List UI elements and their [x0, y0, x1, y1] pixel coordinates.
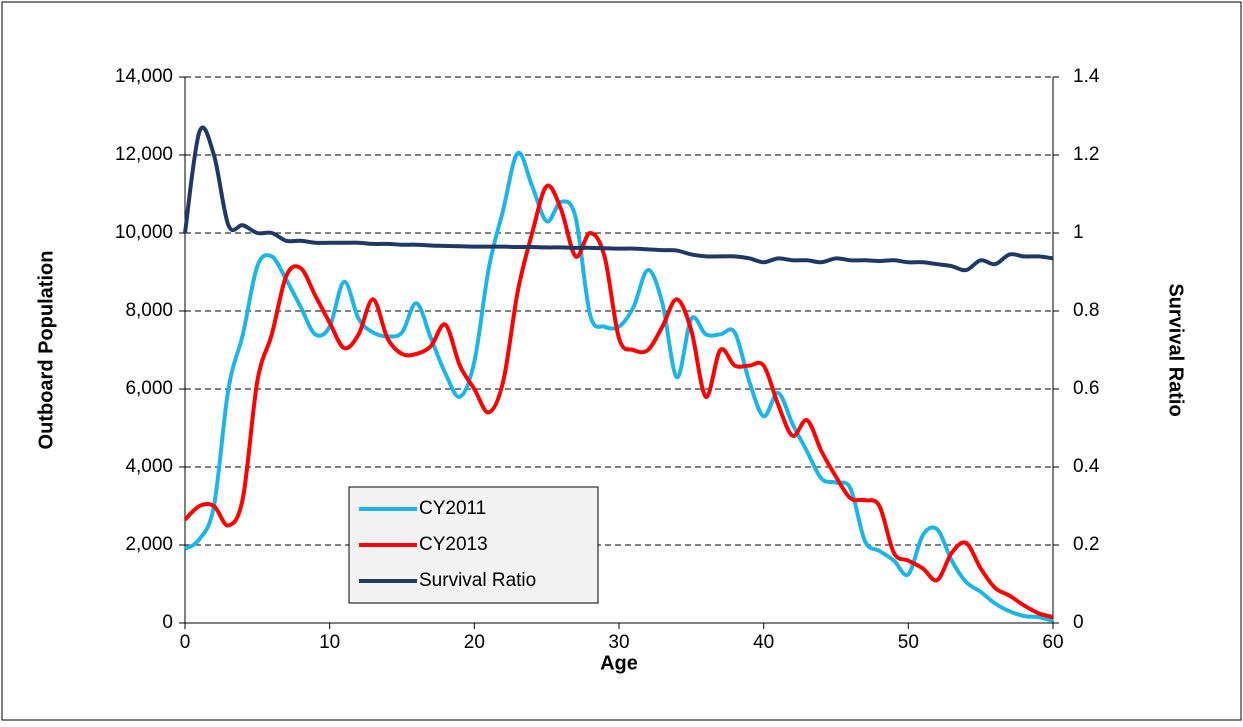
- y-axis-label: Outboard Population: [35, 251, 57, 450]
- y-tick-label: 8,000: [125, 300, 173, 321]
- y-tick-label: 2,000: [125, 534, 173, 555]
- legend-label: CY2011: [419, 498, 486, 519]
- y2-axis-label: Survival Ratio: [1165, 283, 1187, 416]
- y-tick-label: 6,000: [125, 378, 173, 399]
- legend-label: Survival Ratio: [419, 570, 536, 591]
- x-tick-label: 10: [319, 632, 340, 653]
- x-axis-label: Age: [600, 652, 638, 674]
- y2-tick-label: 0.8: [1073, 300, 1099, 321]
- legend-label: CY2013: [419, 534, 488, 555]
- y-tick-label: 14,000: [115, 66, 173, 87]
- series-line: [183, 125, 1054, 273]
- y2-tick-label: 0.4: [1073, 456, 1100, 477]
- x-tick-label: 40: [753, 632, 774, 653]
- series-line: [183, 183, 1054, 620]
- y2-tick-label: 1: [1073, 222, 1084, 243]
- y-tick-label: 0: [162, 612, 173, 633]
- x-tick-label: 30: [608, 632, 629, 653]
- x-tick-label: 60: [1042, 632, 1063, 653]
- y-tick-label: 4,000: [125, 456, 173, 477]
- x-tick-label: 0: [180, 632, 191, 653]
- y2-tick-label: 0.6: [1073, 378, 1099, 399]
- y2-tick-label: 1.4: [1073, 66, 1100, 87]
- y-tick-label: 12,000: [115, 144, 173, 165]
- y-tick-label: 10,000: [115, 222, 173, 243]
- y2-tick-label: 1.2: [1073, 144, 1099, 165]
- x-tick-label: 20: [464, 632, 485, 653]
- y2-tick-label: 0: [1073, 612, 1084, 633]
- y2-tick-label: 0.2: [1073, 534, 1099, 555]
- x-tick-label: 50: [898, 632, 919, 653]
